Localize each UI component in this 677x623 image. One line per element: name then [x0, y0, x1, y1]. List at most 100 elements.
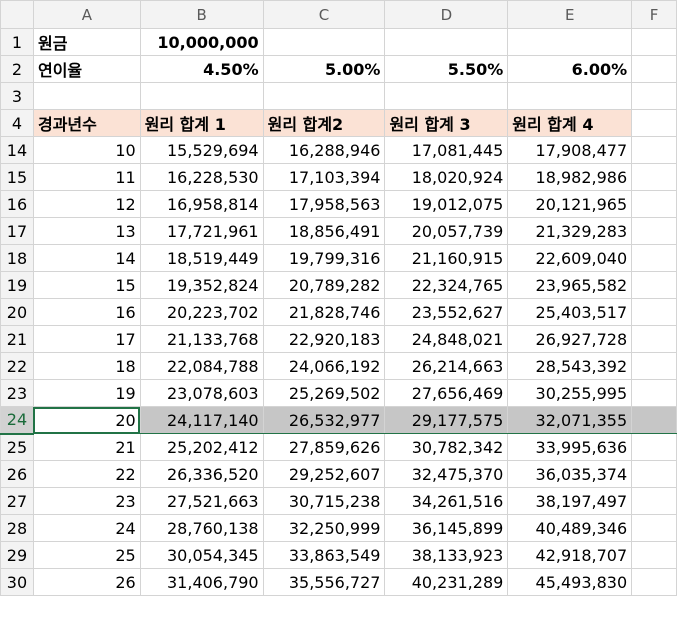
cell-d14[interactable]: 17,081,445	[384, 136, 509, 164]
cell-b2[interactable]: 4.50%	[139, 55, 264, 83]
row-header[interactable]: 25	[0, 433, 34, 461]
cell-a28[interactable]: 24	[32, 514, 141, 542]
cell-f27[interactable]	[631, 487, 677, 515]
cell-e14[interactable]: 17,908,477	[507, 136, 633, 164]
cell-c16[interactable]: 17,958,563	[262, 190, 386, 218]
cell-c4[interactable]: 원리 합계2	[262, 109, 386, 137]
cell-e30[interactable]: 45,493,830	[507, 568, 633, 596]
cell-b19[interactable]: 19,352,824	[139, 271, 264, 299]
cell-b20[interactable]: 20,223,702	[139, 298, 264, 326]
row-header[interactable]: 22	[0, 352, 34, 380]
cell-f28[interactable]	[631, 514, 677, 542]
cell-d21[interactable]: 24,848,021	[384, 325, 509, 353]
cell-a27[interactable]: 23	[32, 487, 141, 515]
cell-b15[interactable]: 16,228,530	[139, 163, 264, 191]
cell-e25[interactable]: 33,995,636	[507, 433, 633, 461]
row-header[interactable]: 30	[0, 568, 34, 596]
cell-a2[interactable]: 연이율	[32, 55, 141, 83]
cell-b14[interactable]: 15,529,694	[139, 136, 264, 164]
cell-d3[interactable]	[384, 82, 509, 110]
cell-a18[interactable]: 14	[32, 244, 141, 272]
row-header[interactable]: 28	[0, 514, 34, 542]
cell-b27[interactable]: 27,521,663	[139, 487, 264, 515]
cell-d25[interactable]: 30,782,342	[384, 433, 509, 461]
cell-c26[interactable]: 29,252,607	[262, 460, 386, 488]
column-header-a[interactable]: A	[32, 0, 141, 29]
cell-d24[interactable]: 29,177,575	[384, 406, 509, 434]
cell-d4[interactable]: 원리 합계 3	[384, 109, 509, 137]
cell-f18[interactable]	[631, 244, 677, 272]
cell-d27[interactable]: 34,261,516	[384, 487, 509, 515]
cell-d19[interactable]: 22,324,765	[384, 271, 509, 299]
cell-c21[interactable]: 22,920,183	[262, 325, 386, 353]
cell-f19[interactable]	[631, 271, 677, 299]
cell-b17[interactable]: 17,721,961	[139, 217, 264, 245]
row-header[interactable]: 17	[0, 217, 34, 245]
cell-c18[interactable]: 19,799,316	[262, 244, 386, 272]
cell-d22[interactable]: 26,214,663	[384, 352, 509, 380]
cell-c28[interactable]: 32,250,999	[262, 514, 386, 542]
cell-c30[interactable]: 35,556,727	[262, 568, 386, 596]
cell-a25[interactable]: 21	[32, 433, 141, 461]
cell-b25[interactable]: 25,202,412	[139, 433, 264, 461]
cell-c15[interactable]: 17,103,394	[262, 163, 386, 191]
cell-a21[interactable]: 17	[32, 325, 141, 353]
cell-c27[interactable]: 30,715,238	[262, 487, 386, 515]
cell-b18[interactable]: 18,519,449	[139, 244, 264, 272]
row-header[interactable]: 15	[0, 163, 34, 191]
cell-d23[interactable]: 27,656,469	[384, 379, 509, 407]
cell-e19[interactable]: 23,965,582	[507, 271, 633, 299]
cell-f3[interactable]	[631, 82, 677, 110]
row-header[interactable]: 4	[0, 109, 34, 137]
cell-a22[interactable]: 18	[32, 352, 141, 380]
cell-f15[interactable]	[631, 163, 677, 191]
cell-b4[interactable]: 원리 합계 1	[139, 109, 264, 137]
cell-f21[interactable]	[631, 325, 677, 353]
row-header[interactable]: 24	[0, 406, 34, 435]
row-header[interactable]: 21	[0, 325, 34, 353]
cell-c23[interactable]: 25,269,502	[262, 379, 386, 407]
cell-c17[interactable]: 18,856,491	[262, 217, 386, 245]
cell-e24[interactable]: 32,071,355	[507, 406, 633, 434]
row-header[interactable]: 29	[0, 541, 34, 569]
row-header[interactable]: 19	[0, 271, 34, 299]
cell-a15[interactable]: 11	[32, 163, 141, 191]
row-header[interactable]: 1	[0, 28, 34, 56]
column-header-b[interactable]: B	[139, 0, 264, 29]
cell-c25[interactable]: 27,859,626	[262, 433, 386, 461]
cell-d16[interactable]: 19,012,075	[384, 190, 509, 218]
cell-e16[interactable]: 20,121,965	[507, 190, 633, 218]
cell-f4[interactable]	[631, 109, 677, 137]
cell-f24[interactable]	[631, 406, 677, 434]
row-header[interactable]: 14	[0, 136, 34, 164]
cell-f29[interactable]	[631, 541, 677, 569]
cell-e2[interactable]: 6.00%	[507, 55, 633, 83]
cell-a24[interactable]: 20	[32, 406, 141, 434]
cell-f17[interactable]	[631, 217, 677, 245]
cell-a1[interactable]: 원금	[32, 28, 141, 56]
cell-e23[interactable]: 30,255,995	[507, 379, 633, 407]
cell-d15[interactable]: 18,020,924	[384, 163, 509, 191]
cell-e27[interactable]: 38,197,497	[507, 487, 633, 515]
cell-a23[interactable]: 19	[32, 379, 141, 407]
cell-c14[interactable]: 16,288,946	[262, 136, 386, 164]
cell-c24[interactable]: 26,532,977	[262, 406, 386, 434]
cell-b3[interactable]	[139, 82, 264, 110]
cell-c2[interactable]: 5.00%	[262, 55, 386, 83]
cell-a14[interactable]: 10	[32, 136, 141, 164]
cell-c22[interactable]: 24,066,192	[262, 352, 386, 380]
cell-f14[interactable]	[631, 136, 677, 164]
cell-b30[interactable]: 31,406,790	[139, 568, 264, 596]
cell-c29[interactable]: 33,863,549	[262, 541, 386, 569]
cell-e17[interactable]: 21,329,283	[507, 217, 633, 245]
cell-d28[interactable]: 36,145,899	[384, 514, 509, 542]
cell-d1[interactable]	[384, 28, 509, 56]
row-header[interactable]: 26	[0, 460, 34, 488]
cell-a3[interactable]	[32, 82, 141, 110]
cell-e20[interactable]: 25,403,517	[507, 298, 633, 326]
cell-d18[interactable]: 21,160,915	[384, 244, 509, 272]
cell-b24[interactable]: 24,117,140	[139, 406, 264, 434]
cell-c3[interactable]	[262, 82, 386, 110]
cell-d30[interactable]: 40,231,289	[384, 568, 509, 596]
column-header-f[interactable]: F	[631, 0, 677, 29]
